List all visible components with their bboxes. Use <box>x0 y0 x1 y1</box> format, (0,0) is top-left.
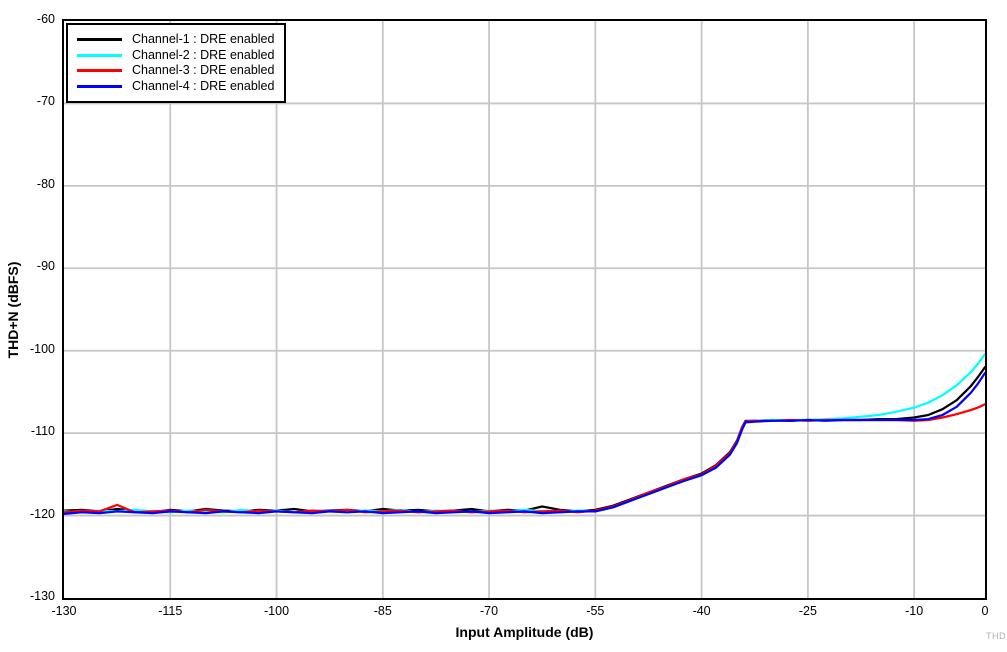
legend-item-channel-3: Channel-3 : DRE enabled <box>77 63 274 79</box>
x-tick-label: -130 <box>51 604 77 618</box>
plot-canvas <box>64 21 985 598</box>
x-tick-label: -85 <box>373 604 392 618</box>
watermark-text: THD <box>986 631 1006 641</box>
y-tick-label: -80 <box>36 176 55 191</box>
legend-line-sample <box>77 69 122 73</box>
x-tick-label: -55 <box>586 604 605 618</box>
legend-item-label: Channel-3 : DRE enabled <box>132 63 275 78</box>
legend-item-channel-1: Channel-1 : DRE enabled <box>77 32 274 48</box>
legend-item-channel-2: Channel-2 : DRE enabled <box>77 48 274 64</box>
y-tick-label: -100 <box>29 341 55 356</box>
y-tick-label: -90 <box>36 259 55 274</box>
y-tick-label: -60 <box>36 12 55 26</box>
legend-item-channel-4: Channel-4 : DRE enabled <box>77 79 274 95</box>
x-tick-label: -25 <box>798 604 817 618</box>
y-tick-label: -120 <box>29 506 55 521</box>
legend-line-sample <box>77 84 122 88</box>
plot-area: Channel-1 : DRE enabled Channel-2 : DRE e… <box>62 19 987 600</box>
x-axis-title: Input Amplitude (dB) <box>455 624 594 640</box>
y-tick-label: -130 <box>29 589 55 603</box>
legend-line-sample <box>77 38 122 42</box>
x-tick-label: 0 <box>981 604 989 618</box>
series-curve-channel-4 <box>64 371 985 515</box>
series-curve-channel-1 <box>64 366 985 514</box>
x-tick-label: -40 <box>692 604 711 618</box>
x-tick-label: -100 <box>264 604 290 618</box>
legend-item-label: Channel-1 : DRE enabled <box>132 32 275 47</box>
x-tick-label: -10 <box>905 604 924 618</box>
y-tick-label: -70 <box>36 94 55 109</box>
legend-item-label: Channel-2 : DRE enabled <box>132 47 275 62</box>
legend-item-label: Channel-4 : DRE enabled <box>132 78 275 93</box>
x-tick-label: -70 <box>480 604 499 618</box>
x-tick-label: -115 <box>158 604 183 618</box>
legend-line-sample <box>77 53 122 57</box>
legend: Channel-1 : DRE enabled Channel-2 : DRE e… <box>66 23 287 103</box>
y-tick-label: -110 <box>30 424 55 439</box>
